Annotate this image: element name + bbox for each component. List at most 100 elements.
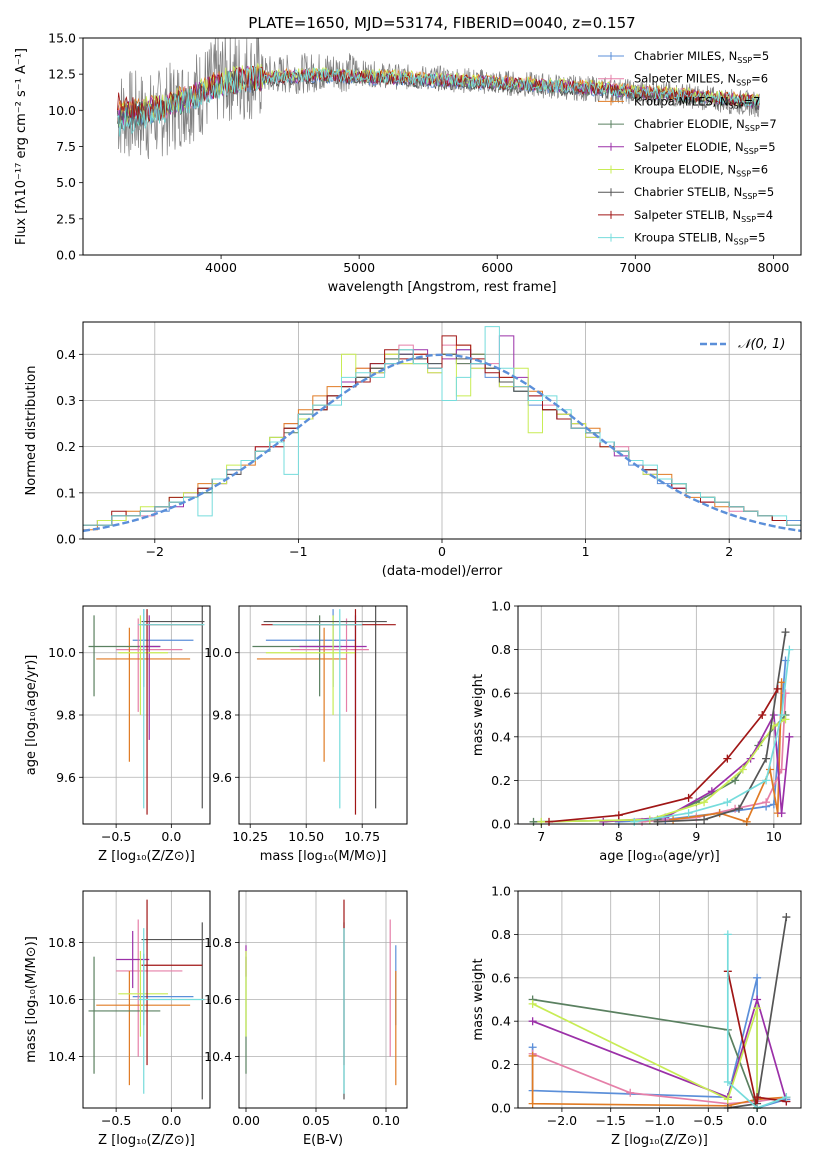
y-tick-label: 10.0	[48, 103, 76, 118]
y-tick-label: 2.5	[56, 211, 76, 226]
x-tick-label: −1.0	[644, 1113, 674, 1128]
weight-marker	[777, 678, 786, 687]
weight-line	[726, 934, 787, 1109]
legend-suffix: =4	[756, 208, 773, 222]
weight-marker	[782, 913, 791, 922]
histogram-step-9	[82, 326, 801, 539]
y-axis-label: mass weight	[471, 674, 486, 756]
x-axis-label: E(B-V)	[303, 1133, 343, 1148]
weight-marker	[723, 1077, 732, 1086]
weight-marker	[707, 787, 716, 796]
legend-entry: Kroupa MILES, NSSP=7	[634, 94, 760, 110]
weight-marker	[528, 1017, 537, 1026]
x-axis-label: mass [log₁₀(M/M⊙)]	[260, 849, 387, 864]
spectrum-lines	[117, 38, 760, 160]
weight-marker	[700, 798, 709, 807]
x-tick-label: 0.10	[372, 1113, 400, 1128]
x-tick-label: −0.5	[101, 1113, 131, 1128]
legend-sub: SSP	[729, 101, 744, 110]
y-tick-label: 10.4	[48, 1049, 76, 1064]
plot-frame	[517, 605, 802, 825]
legend-suffix: =5	[757, 185, 774, 199]
x-tick-label: 5000	[343, 260, 375, 275]
weight-marker	[777, 711, 786, 719]
weight-marker	[781, 689, 790, 698]
errorbar-point-7	[263, 606, 387, 809]
panel-1: −2 −1 0 1 2 0.0 0.1 0.2 0.3 0.4 (data-model)/error…	[24, 321, 802, 579]
legend-sub: SSP	[744, 147, 759, 156]
y-tick-label: 15.0	[48, 31, 76, 46]
weight-series-9	[630, 645, 794, 826]
x-tick-label: 8000	[757, 260, 789, 275]
weight-line	[672, 682, 783, 823]
y-tick-label: 10.8	[204, 935, 232, 950]
legend-label: Salpeter STELIB, N	[634, 208, 741, 222]
weight-marker	[626, 1088, 635, 1097]
y-tick-label: 0.8	[491, 642, 511, 657]
x-tick-label: 6000	[481, 260, 513, 275]
y-tick-label: 0.6	[491, 970, 511, 985]
weight-marker	[782, 1093, 791, 1102]
weight-marker	[599, 817, 608, 826]
weight-marker	[723, 930, 732, 939]
x-tick-label: −1.5	[596, 1113, 626, 1128]
x-tick-label: −0.5	[693, 1113, 723, 1128]
y-tick-label: 0.4	[491, 1014, 511, 1029]
weight-marker	[723, 798, 732, 807]
legend-label: Kroupa MILES, N	[634, 94, 729, 108]
weight-line	[548, 688, 779, 823]
legend-label: Salpeter ELODIE, N	[634, 140, 744, 154]
errorbar-point-1	[132, 953, 194, 1026]
weight-marker	[742, 817, 751, 826]
weight-marker	[762, 776, 771, 785]
errorbar-point-5	[138, 615, 161, 740]
x-tick-label: 9	[692, 829, 700, 844]
legend-suffix: =6	[751, 72, 768, 86]
x-axis-label: Z [log₁₀(Z/Z⊙)]	[98, 1133, 195, 1148]
legend-sub: SSP	[742, 192, 757, 201]
weight-marker	[700, 815, 709, 824]
x-tick-label: 0.0	[161, 1113, 181, 1128]
errorbar-point-2	[290, 618, 369, 712]
legend-entry: Salpeter STELIB, NSSP=4	[634, 208, 773, 224]
panel-0: 4000 5000 6000 7000 8000 0.0 2.5 5.0 7.5 10.0 12.5…	[14, 14, 802, 295]
legend-sub: SSP	[736, 170, 751, 179]
y-axis-label: mass [log₁₀(M/M⊙)]	[24, 936, 39, 1063]
y-tick-label: 0.0	[56, 532, 76, 547]
weight-marker	[762, 798, 771, 807]
y-tick-label: 10.6	[204, 992, 232, 1007]
weight-marker	[734, 804, 743, 813]
y-tick-label: 0.8	[491, 927, 511, 942]
panel-5: −0.5 0.0 10.4 10.6 10.8 Z [log₁₀(Z/Z⊙)] mass […	[24, 890, 211, 1148]
x-tick-label: 1	[582, 544, 590, 559]
x-tick-label: 10	[766, 829, 782, 844]
y-tick-label: 0.4	[491, 729, 511, 744]
y-tick-label: 1.0	[491, 599, 511, 614]
weight-line	[634, 649, 791, 823]
y-tick-label: 10.4	[204, 1049, 232, 1064]
legend-entry: Chabrier STELIB, NSSP=5	[634, 185, 774, 201]
x-axis-label: Z [log₁₀(Z/Z⊙)]	[611, 1133, 708, 1148]
x-axis-label: age [log₁₀(age/yr)]	[599, 849, 720, 864]
x-tick-label: 8	[615, 829, 623, 844]
x-tick-label: −1	[289, 544, 307, 559]
x-tick-label: 0	[438, 544, 446, 559]
x-tick-label: 0.00	[232, 1113, 260, 1128]
legend-entry: Salpeter ELODIE, NSSP=5	[634, 140, 776, 156]
legend-entry: Salpeter MILES, NSSP=6	[634, 72, 768, 88]
y-tick-label: 7.5	[56, 139, 76, 154]
weight-marker	[762, 754, 771, 763]
weight-marker	[773, 684, 782, 693]
x-axis-label: (data-model)/error	[382, 564, 503, 579]
x-axis-label: Z [log₁₀(Z/Z⊙)]	[98, 849, 195, 864]
weight-marker	[545, 817, 554, 826]
legend-suffix: =7	[744, 94, 761, 108]
y-tick-label: 0.3	[56, 393, 76, 408]
x-tick-label: 7	[537, 829, 545, 844]
y-tick-label: 0.2	[491, 1057, 511, 1072]
y-tick-label: 0.0	[56, 248, 76, 263]
weight-marker	[785, 645, 794, 654]
y-tick-label: 0.6	[491, 686, 511, 701]
